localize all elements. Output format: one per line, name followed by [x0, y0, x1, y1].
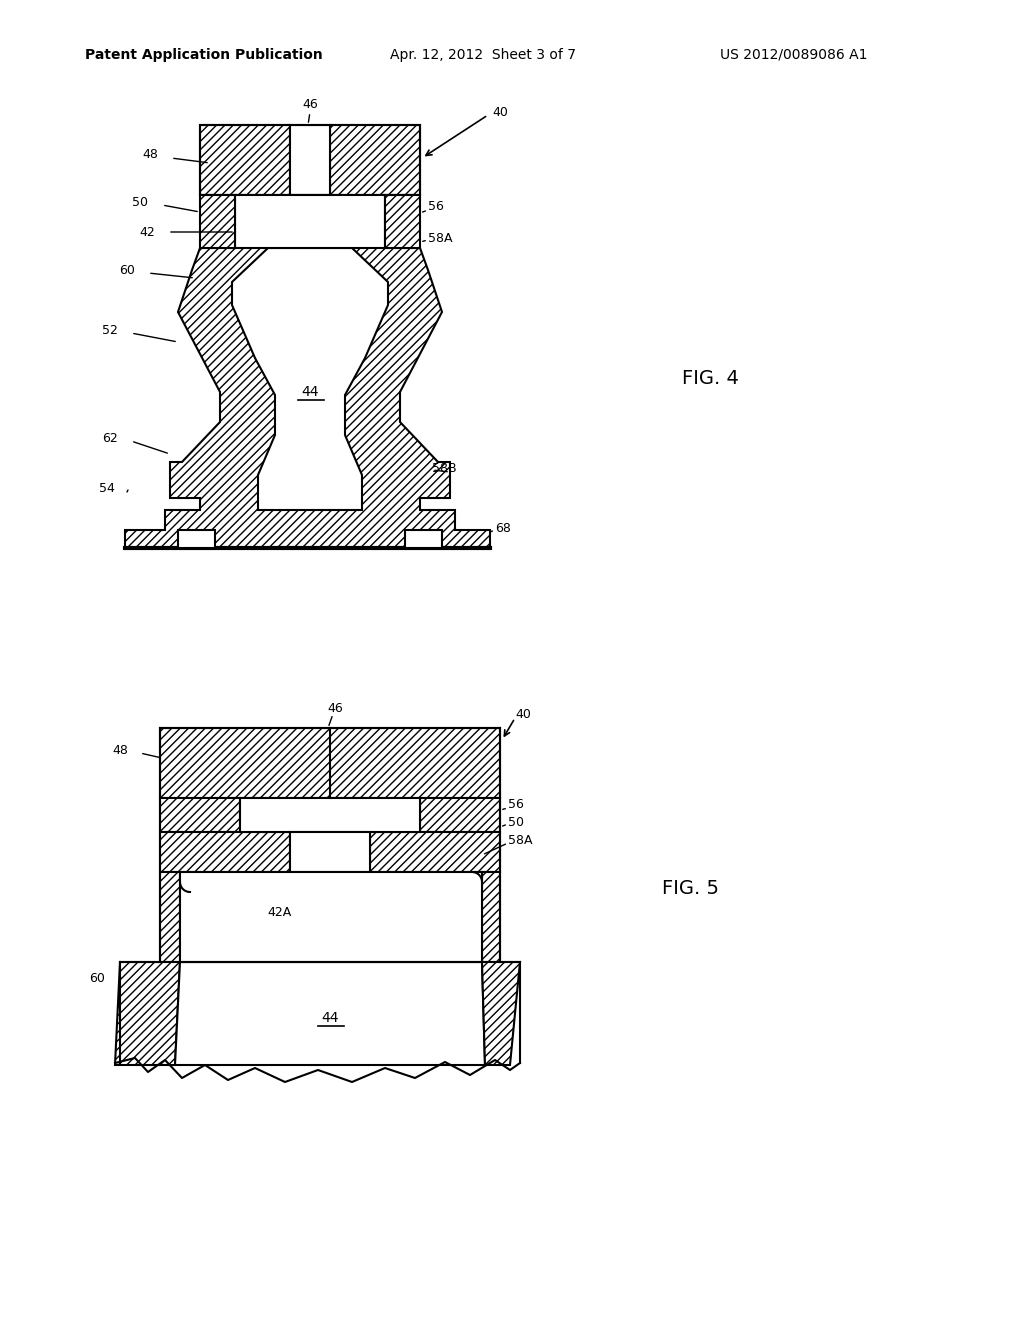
- Text: FIG. 5: FIG. 5: [662, 879, 719, 898]
- Polygon shape: [160, 729, 500, 799]
- Polygon shape: [482, 873, 500, 962]
- Text: 50: 50: [132, 195, 148, 209]
- Polygon shape: [175, 962, 485, 1065]
- Polygon shape: [290, 125, 330, 195]
- Polygon shape: [330, 125, 420, 195]
- Text: 54: 54: [99, 482, 115, 495]
- Polygon shape: [160, 832, 290, 873]
- Text: 62: 62: [102, 432, 118, 445]
- Text: 46: 46: [302, 99, 317, 111]
- Text: 42A: 42A: [268, 906, 292, 919]
- Text: Apr. 12, 2012  Sheet 3 of 7: Apr. 12, 2012 Sheet 3 of 7: [390, 48, 575, 62]
- Polygon shape: [482, 962, 520, 1065]
- Text: 40: 40: [515, 709, 530, 722]
- Text: 46: 46: [327, 701, 343, 714]
- Polygon shape: [200, 125, 290, 195]
- Text: 60: 60: [119, 264, 135, 276]
- Polygon shape: [240, 799, 420, 832]
- Text: 58A: 58A: [508, 833, 532, 846]
- Polygon shape: [232, 248, 388, 510]
- Polygon shape: [420, 799, 500, 832]
- Text: 42: 42: [139, 226, 155, 239]
- Text: 48: 48: [142, 149, 158, 161]
- Polygon shape: [406, 531, 442, 548]
- Polygon shape: [385, 195, 420, 248]
- Polygon shape: [160, 873, 180, 962]
- Polygon shape: [115, 962, 180, 1065]
- Text: 60: 60: [89, 972, 105, 985]
- Text: Patent Application Publication: Patent Application Publication: [85, 48, 323, 62]
- Polygon shape: [370, 832, 500, 873]
- Polygon shape: [234, 195, 385, 248]
- Polygon shape: [160, 799, 240, 832]
- Text: 58A: 58A: [428, 231, 453, 244]
- Text: 56: 56: [508, 799, 524, 812]
- Text: 44: 44: [322, 1011, 339, 1026]
- Polygon shape: [178, 531, 215, 548]
- Polygon shape: [200, 195, 234, 248]
- Text: US 2012/0089086 A1: US 2012/0089086 A1: [720, 48, 867, 62]
- Polygon shape: [290, 832, 370, 873]
- Text: 48: 48: [112, 743, 128, 756]
- Text: FIG. 4: FIG. 4: [682, 368, 738, 388]
- Text: 52: 52: [102, 323, 118, 337]
- Text: 56: 56: [428, 201, 443, 214]
- Polygon shape: [125, 195, 490, 548]
- Text: 40: 40: [492, 106, 508, 119]
- Text: 50: 50: [508, 816, 524, 829]
- Text: 44: 44: [301, 385, 318, 399]
- Text: 68: 68: [495, 521, 511, 535]
- Polygon shape: [180, 873, 482, 962]
- Text: 58B: 58B: [432, 462, 457, 474]
